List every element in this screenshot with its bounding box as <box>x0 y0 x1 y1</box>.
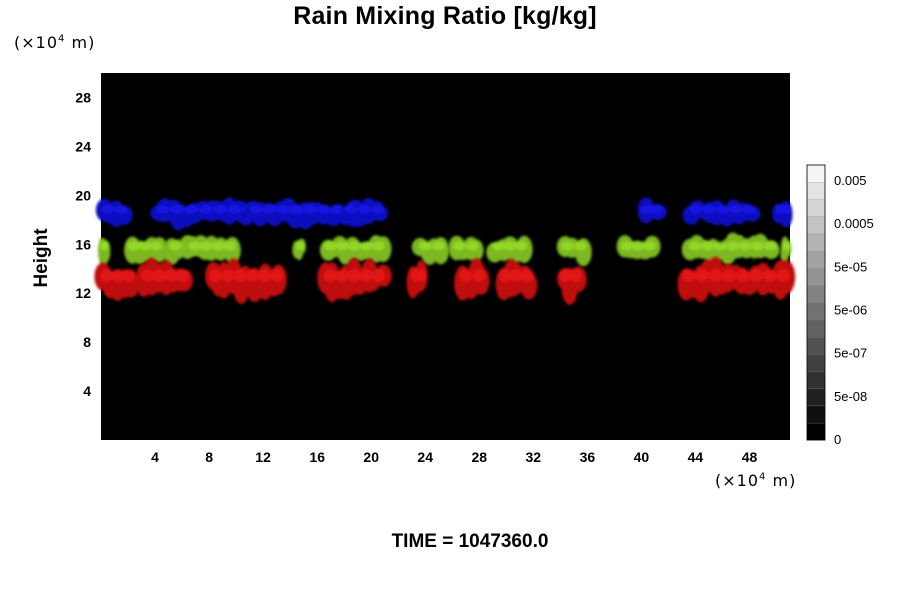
lower-region-6 <box>495 258 538 301</box>
lower-region-2 <box>205 258 287 305</box>
middle-region-10 <box>616 235 661 260</box>
colorbar-level <box>806 405 826 424</box>
middle-region-12 <box>780 236 792 265</box>
x-tick-label: 44 <box>688 449 704 465</box>
colorbar-frame <box>806 164 826 441</box>
y-tick-label: 12 <box>75 285 91 301</box>
y-tick-label: 20 <box>75 187 91 203</box>
data-regions <box>94 197 796 305</box>
x-tick-label: 20 <box>363 449 379 465</box>
lower-region-7 <box>557 266 587 305</box>
colorbar-label: 5e-07 <box>834 346 867 361</box>
x-tick-labels: 4 8 12 16 20 24 28 32 36 40 44 48 <box>151 449 757 465</box>
colorbar-label: 5e-08 <box>834 389 867 404</box>
lower-region-5 <box>454 258 490 301</box>
x-tick-label: 32 <box>526 449 542 465</box>
x-unit-label: (×104 m) <box>715 471 797 490</box>
colorbar-level <box>806 182 826 200</box>
colorbar-label: 0 <box>834 432 841 447</box>
y-tick-label: 4 <box>83 383 91 399</box>
x-tick-label: 36 <box>580 449 596 465</box>
x-tick-label: 8 <box>205 449 213 465</box>
colorbar-labels: 0 5e-08 5e-07 5e-06 5e-05 0.0005 0.005 <box>834 173 874 447</box>
middle-region-11 <box>681 232 780 267</box>
upper-region-3 <box>339 197 389 227</box>
chart-title: Rain Mixing Ratio [kg/kg] <box>293 2 597 30</box>
colorbar-label: 0.005 <box>834 173 867 188</box>
colorbar-label: 5e-06 <box>834 303 867 318</box>
lower-region-3 <box>317 257 392 303</box>
x-tick-label: 40 <box>634 449 650 465</box>
middle-region-3 <box>183 235 241 264</box>
time-label: TIME = 1047360.0 <box>391 531 549 552</box>
colorbar-level <box>806 233 826 252</box>
x-tick-label: 12 <box>255 449 271 465</box>
colorbar-level <box>806 353 826 372</box>
middle-region-6 <box>411 237 450 265</box>
upper-region-1 <box>150 197 263 231</box>
x-tick-label: 48 <box>742 449 758 465</box>
colorbar-level <box>806 199 826 218</box>
upper-region-6 <box>772 200 793 228</box>
colorbar-level <box>806 336 826 355</box>
colorbar-label: 0.0005 <box>834 216 874 231</box>
colorbar-level <box>806 250 826 269</box>
colorbar-level <box>806 319 826 338</box>
colorbar-level <box>806 302 826 321</box>
colorbar-level <box>806 216 826 235</box>
x-tick-label: 28 <box>472 449 488 465</box>
y-unit-label: (×104 m) <box>14 33 96 52</box>
y-tick-label: 16 <box>75 236 91 252</box>
upper-region-5 <box>682 199 761 227</box>
colorbar-level <box>806 164 826 183</box>
lower-region-8 <box>677 256 796 303</box>
y-tick-label: 24 <box>75 138 91 154</box>
x-tick-label: 4 <box>151 449 159 465</box>
y-tick-labels: 4 8 12 16 20 24 28 <box>75 90 91 400</box>
lower-region-1 <box>135 257 194 297</box>
colorbar-label: 5e-05 <box>834 259 867 274</box>
lower-region-4 <box>406 260 428 299</box>
lower-region-0 <box>94 262 140 301</box>
colorbar-level <box>806 267 826 286</box>
middle-region-9 <box>556 236 592 267</box>
middle-region-7 <box>448 235 484 262</box>
x-tick-label: 24 <box>417 449 433 465</box>
colorbar-level <box>806 422 826 441</box>
colorbar-level <box>806 285 826 303</box>
middle-region-5 <box>319 235 392 265</box>
middle-region-4 <box>292 238 306 261</box>
y-tick-label: 8 <box>83 334 91 350</box>
x-tick-label: 16 <box>309 449 325 465</box>
upper-region-0 <box>95 198 133 228</box>
middle-region-1 <box>124 236 168 265</box>
colorbar-level <box>806 371 826 389</box>
middle-region-8 <box>486 235 533 264</box>
upper-region-4 <box>637 197 667 224</box>
middle-region-0 <box>98 237 111 267</box>
y-tick-label: 28 <box>75 90 91 106</box>
colorbar-level <box>806 388 826 407</box>
colorbar <box>806 164 826 441</box>
